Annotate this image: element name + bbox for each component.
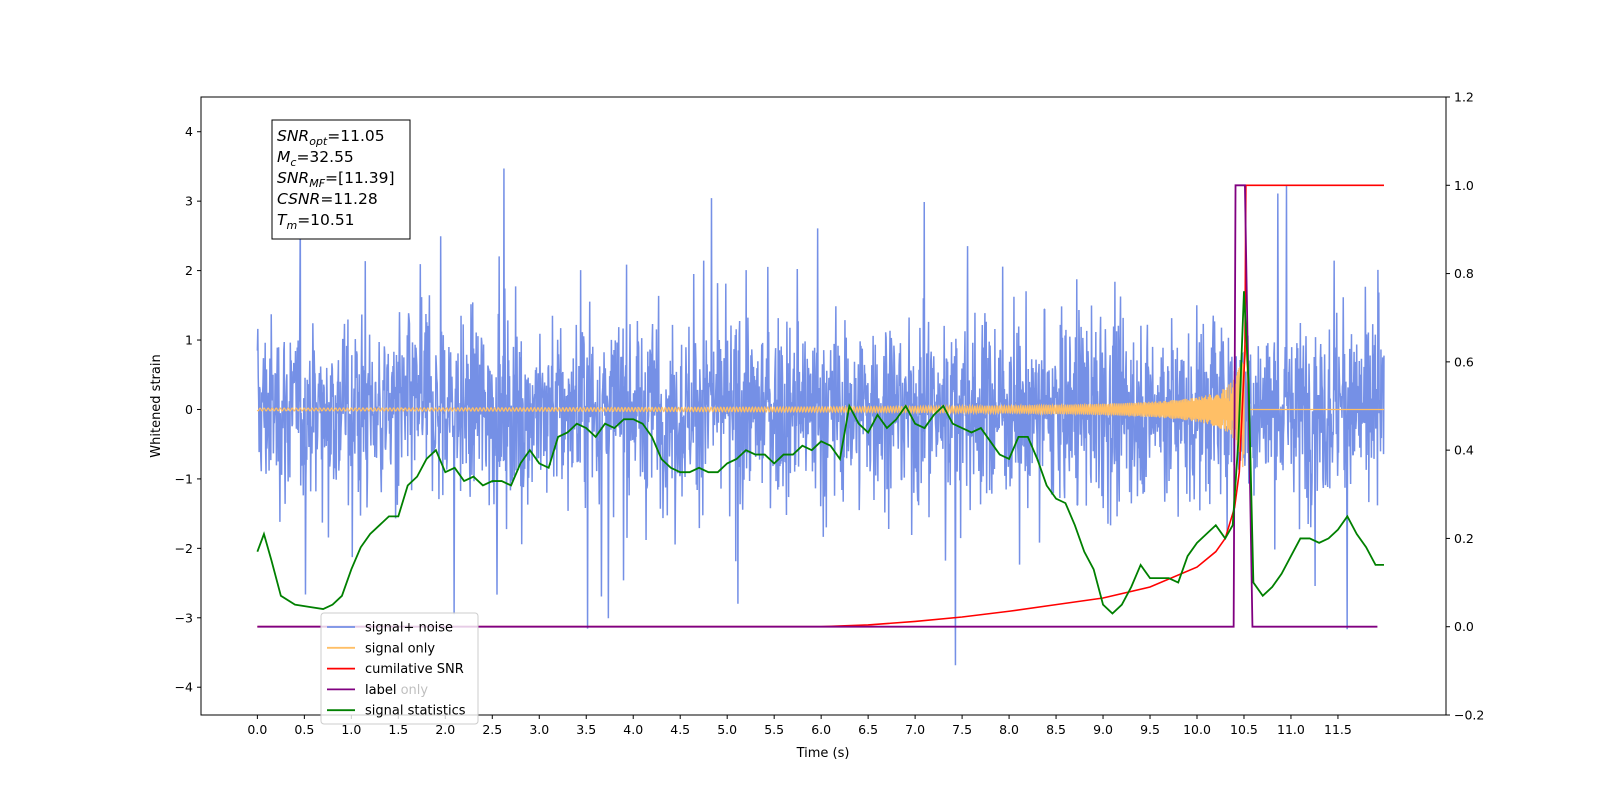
annotation-line: Tm=10.51 [277, 211, 355, 232]
legend-frame [320, 612, 479, 725]
x-axis-label: Time (s) [796, 746, 850, 761]
x-tick-label: 4.0 [623, 722, 643, 737]
y-tick-label: 1 [185, 333, 193, 348]
y-tick-label: −2 [175, 541, 193, 556]
legend-label: signal only [365, 641, 435, 656]
annotation-line: Mc=32.55 [277, 148, 354, 169]
x-tick-label: 2.5 [482, 722, 502, 737]
y2-tick-label: 0.4 [1454, 443, 1474, 458]
annotation-symbol: SNR [277, 169, 309, 187]
annotation-subscript: MF [309, 177, 325, 190]
annotation-symbol: SNR [277, 127, 309, 145]
legend-label: label [365, 683, 396, 698]
x-tick-label: 5.5 [764, 722, 784, 737]
annotation-subscript: m [286, 219, 297, 232]
x-tick-label: 6.5 [858, 722, 878, 737]
x-tick-label: 10.0 [1183, 722, 1211, 737]
annotation-symbol: CSNR [277, 190, 320, 208]
x-tick-label: 9.0 [1093, 722, 1113, 737]
x-tick-label: 8.5 [1046, 722, 1066, 737]
x-tick-label: 7.0 [905, 722, 925, 737]
y2-tick-label: 0.8 [1454, 266, 1474, 281]
series-signal-statistics [256, 291, 1384, 615]
y2-tick-label: 1.0 [1454, 178, 1474, 193]
annotation-box: SNRopt=11.05Mc=32.55SNRMF=[11.39]CSNR=11… [271, 119, 411, 240]
x-tick-label: 8.0 [999, 722, 1019, 737]
y-tick-label: 2 [185, 263, 193, 278]
y2-tick-label: 1.2 [1454, 90, 1474, 105]
y2-tick-label: 0.0 [1454, 619, 1474, 634]
annotation-subscript: opt [309, 135, 328, 148]
axes-frame [200, 96, 1447, 716]
annotation-value: =11.28 [320, 190, 377, 208]
series-cumulative-snr [257, 184, 1384, 628]
annotation-symbol: T [277, 211, 288, 229]
annotation-value: =[11.39] [325, 169, 394, 187]
legend-label: cumilative SNR [365, 662, 464, 677]
y-tick-label: −4 [175, 680, 193, 695]
x-tick-label: 7.5 [952, 722, 972, 737]
annotation-symbol: M [277, 148, 290, 166]
legend: signal+ noise signal only cumilative SNR la… [320, 612, 479, 725]
y2-tick-label: 0.6 [1454, 354, 1474, 369]
annotation-value: =32.55 [296, 148, 353, 166]
y-axis-right: 1.2 1.0 0.8 0.6 0.4 0.2 0.0 −0.2 [1446, 90, 1484, 723]
x-tick-label: 2.0 [435, 722, 455, 737]
x-axis: 0.0 0.5 1.0 1.5 2.0 2.5 3.0 3.5 4.0 4.5 5.0 5.5 6.0 6… [247, 715, 1352, 737]
x-tick-label: 1.5 [388, 722, 408, 737]
annotation-subscript: c [290, 156, 296, 169]
legend-label: signal statistics [365, 704, 466, 719]
x-tick-label: 4.5 [670, 722, 690, 737]
annotation-line: SNRopt=11.05 [277, 127, 385, 148]
annotation-box-frame [271, 119, 411, 240]
series-signal-noise [256, 168, 1385, 666]
y-tick-label: −3 [175, 610, 193, 625]
annotation-line: CSNR=11.28 [277, 190, 378, 208]
x-tick-label: 9.5 [1140, 722, 1160, 737]
x-tick-label: 11.0 [1277, 722, 1305, 737]
y-tick-label: 3 [185, 194, 193, 209]
x-tick-label: 6.0 [811, 722, 831, 737]
y-axis-left: 4 3 2 1 0 −1 −2 −3 −4 [175, 124, 201, 695]
y-tick-label: 4 [185, 124, 193, 139]
y-tick-label: 0 [185, 402, 193, 417]
x-tick-label: 0.0 [247, 722, 267, 737]
annotation-value: =11.05 [327, 127, 384, 145]
annotation-value: =10.51 [297, 211, 354, 229]
x-tick-label: 11.5 [1324, 722, 1352, 737]
legend-label: signal+ noise [365, 621, 453, 636]
y-axis-label: Whitened strain [149, 354, 164, 457]
x-tick-label: 1.0 [341, 722, 361, 737]
x-tick-label: 3.5 [576, 722, 596, 737]
series-label [257, 184, 1378, 628]
x-tick-label: 3.0 [529, 722, 549, 737]
legend-label-ghost: label only [365, 683, 428, 698]
annotation-line: SNRMF=[11.39] [277, 169, 395, 190]
x-tick-label: 5.0 [717, 722, 737, 737]
y2-tick-label: 0.2 [1454, 531, 1474, 546]
plot-area [256, 168, 1385, 666]
x-tick-label: 0.5 [294, 722, 314, 737]
x-tick-label: 10.5 [1230, 722, 1258, 737]
y-tick-label: −1 [175, 471, 193, 486]
y2-tick-label: −0.2 [1454, 708, 1484, 723]
series-signal-only [256, 343, 1384, 468]
